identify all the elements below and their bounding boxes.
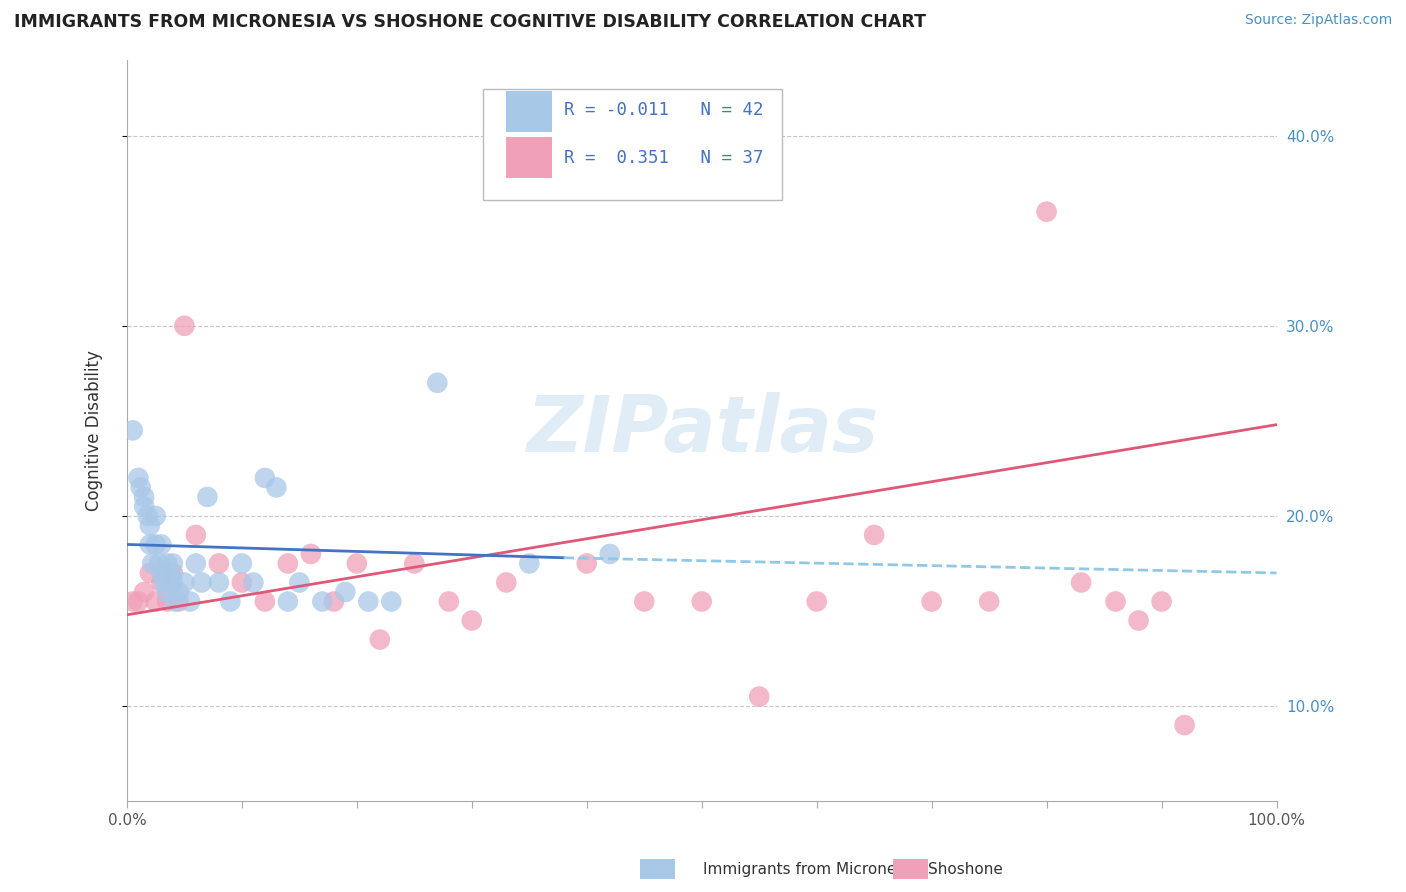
Point xyxy=(1128,614,1150,628)
Point xyxy=(156,557,179,571)
Point xyxy=(219,594,242,608)
Point xyxy=(299,547,322,561)
Point xyxy=(335,585,357,599)
Point xyxy=(195,490,218,504)
FancyBboxPatch shape xyxy=(506,137,553,178)
Point xyxy=(156,585,179,599)
Text: Immigrants from Micronesia: Immigrants from Micronesia xyxy=(703,863,918,877)
Point xyxy=(517,557,540,571)
Text: Source: ZipAtlas.com: Source: ZipAtlas.com xyxy=(1244,13,1392,28)
Point xyxy=(346,557,368,571)
Point xyxy=(159,566,181,580)
Point xyxy=(162,575,184,590)
Point xyxy=(162,566,184,580)
Point xyxy=(150,566,173,580)
Text: IMMIGRANTS FROM MICRONESIA VS SHOSHONE COGNITIVE DISABILITY CORRELATION CHART: IMMIGRANTS FROM MICRONESIA VS SHOSHONE C… xyxy=(14,13,927,31)
Point xyxy=(184,528,207,542)
Point xyxy=(1104,594,1126,608)
FancyBboxPatch shape xyxy=(484,89,782,201)
Point xyxy=(190,575,212,590)
Point xyxy=(461,614,484,628)
Point xyxy=(277,594,299,608)
Point xyxy=(253,471,276,485)
Text: R =  0.351   N = 37: R = 0.351 N = 37 xyxy=(564,149,763,167)
Point xyxy=(863,528,886,542)
Point xyxy=(322,594,344,608)
Point xyxy=(139,537,162,551)
Point xyxy=(150,575,173,590)
Point xyxy=(231,557,253,571)
Point xyxy=(921,594,943,608)
Point xyxy=(134,500,156,514)
Point xyxy=(404,557,426,571)
Point xyxy=(179,594,201,608)
Point xyxy=(127,594,149,608)
Point xyxy=(136,508,159,523)
Point xyxy=(134,585,156,599)
Point xyxy=(277,557,299,571)
Point xyxy=(156,594,179,608)
Point xyxy=(152,575,174,590)
Point xyxy=(129,480,152,494)
Point xyxy=(266,480,288,494)
Point xyxy=(231,575,253,590)
Point xyxy=(127,471,149,485)
Point xyxy=(121,594,143,608)
FancyBboxPatch shape xyxy=(506,91,553,131)
Point xyxy=(167,594,190,608)
Point xyxy=(311,594,333,608)
Point xyxy=(1174,718,1197,732)
Point xyxy=(167,585,190,599)
Point xyxy=(165,594,187,608)
Point xyxy=(357,594,380,608)
Text: Shoshone: Shoshone xyxy=(928,863,1002,877)
Y-axis label: Cognitive Disability: Cognitive Disability xyxy=(86,350,103,511)
Point xyxy=(380,594,402,608)
Point xyxy=(134,490,156,504)
Point xyxy=(1150,594,1173,608)
Point xyxy=(173,575,195,590)
Point xyxy=(141,557,163,571)
Point xyxy=(184,557,207,571)
Point xyxy=(690,594,713,608)
Point xyxy=(139,518,162,533)
Point xyxy=(208,557,231,571)
Text: ZIPatlas: ZIPatlas xyxy=(526,392,877,468)
Point xyxy=(368,632,391,647)
Point xyxy=(242,575,264,590)
Point xyxy=(145,594,167,608)
Point xyxy=(145,508,167,523)
Point xyxy=(145,537,167,551)
Point xyxy=(253,594,276,608)
Point xyxy=(748,690,770,704)
Point xyxy=(208,575,231,590)
Point xyxy=(150,537,173,551)
Point xyxy=(162,557,184,571)
Point xyxy=(173,318,195,333)
Point xyxy=(148,557,170,571)
Point xyxy=(139,566,162,580)
Point xyxy=(633,594,655,608)
Point xyxy=(495,575,517,590)
Text: R = -0.011   N = 42: R = -0.011 N = 42 xyxy=(564,101,763,119)
Point xyxy=(1035,204,1057,219)
Point xyxy=(806,594,828,608)
Point xyxy=(1070,575,1092,590)
Point xyxy=(599,547,621,561)
Point xyxy=(979,594,1001,608)
Point xyxy=(575,557,598,571)
Point xyxy=(121,423,143,437)
Point xyxy=(426,376,449,390)
Point xyxy=(288,575,311,590)
Point xyxy=(437,594,460,608)
